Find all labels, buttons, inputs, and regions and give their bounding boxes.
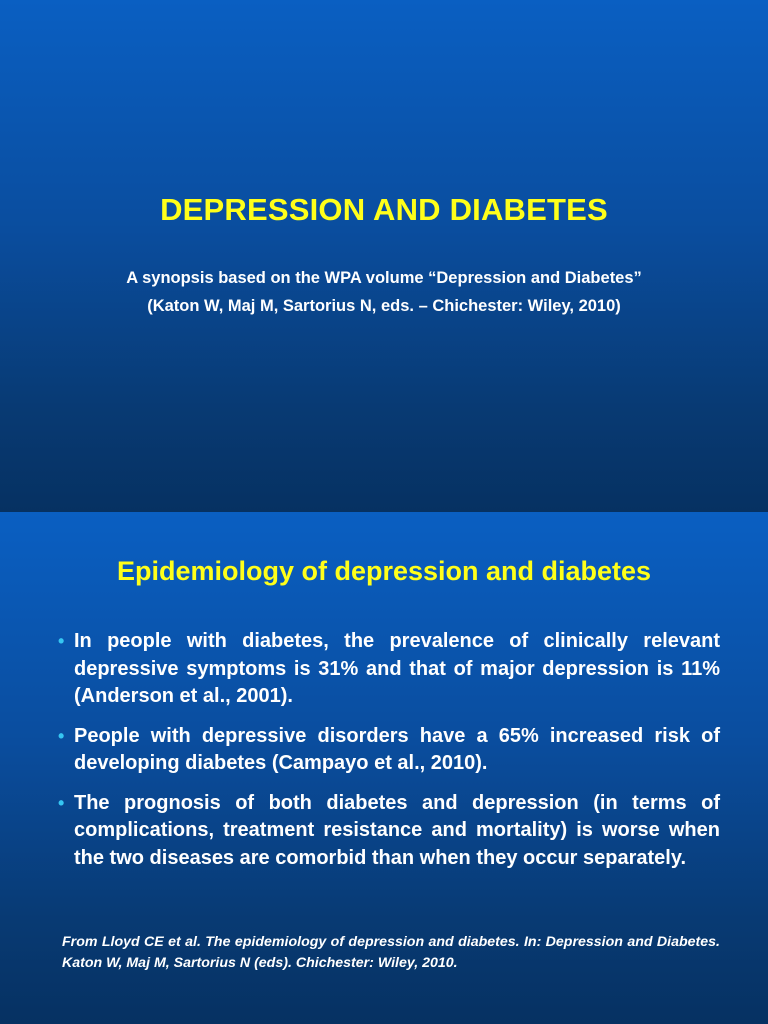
slide-title: DEPRESSION AND DIABETES	[160, 192, 608, 227]
slide-subtitle: A synopsis based on the WPA volume “Depr…	[0, 264, 768, 320]
slide-title: Epidemiology of depression and diabetes	[116, 556, 652, 586]
bullet-text: The prognosis of both diabetes and depre…	[74, 791, 720, 869]
bullet-marker-icon: •	[58, 725, 65, 746]
source-citation: From Lloyd CE et al. The epidemiology of…	[62, 934, 720, 971]
bullet-item: • People with depressive disorders have …	[58, 723, 720, 778]
bullet-marker-icon: •	[58, 792, 65, 813]
bullet-text: In people with diabetes, the prevalence …	[74, 630, 720, 707]
bullet-marker-icon: •	[58, 631, 65, 651]
subtitle-line: A synopsis based on the WPA volume “Depr…	[126, 269, 642, 287]
bullet-list: • In people with diabetes, the prevalenc…	[58, 628, 720, 884]
title-slide: DEPRESSION AND DIABETES A synopsis based…	[0, 0, 768, 512]
bullet-item: • The prognosis of both diabetes and dep…	[58, 790, 720, 873]
bullet-text: People with depressive disorders have a …	[74, 724, 720, 775]
bullet-item: • In people with diabetes, the prevalenc…	[58, 628, 720, 711]
epidemiology-slide: Epidemiology of depression and diabetes …	[0, 512, 768, 1024]
subtitle-line: (Katon W, Maj M, Sartorius N, eds. – Chi…	[147, 297, 621, 315]
